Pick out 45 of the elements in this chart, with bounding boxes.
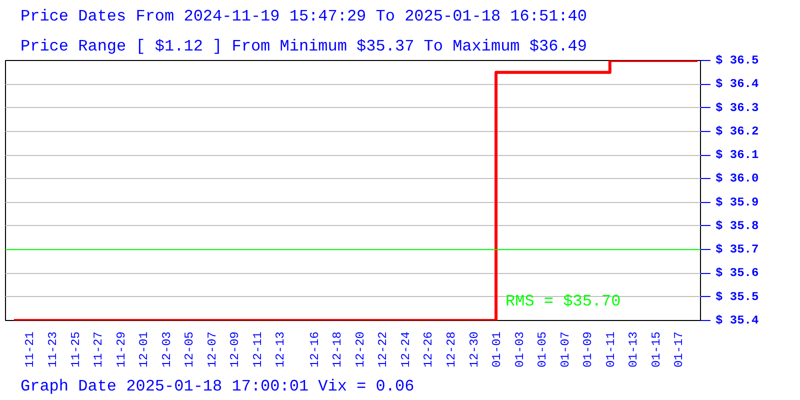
y-tick-label: $ 35.6	[716, 266, 759, 280]
y-tick-label: $ 36.5	[716, 54, 759, 68]
x-tick-label: 12-03	[160, 331, 174, 368]
x-tick-label: 11-23	[46, 331, 60, 368]
y-tick-label: $ 36.3	[716, 100, 759, 115]
x-tick-label: 12-22	[376, 331, 390, 368]
x-tick-label: 12-26	[422, 331, 436, 368]
y-tick-label: $ 35.9	[716, 195, 759, 210]
y-tick-label: $ 35.8	[716, 218, 759, 233]
x-tick-label: 12-18	[330, 331, 345, 368]
x-tick-label: 12-09	[228, 331, 242, 368]
x-tick-label: 01-11	[604, 331, 618, 368]
x-tick-label: 01-05	[536, 331, 550, 368]
x-tick-label: 11-21	[23, 331, 38, 368]
y-tick-label: $ 35.5	[716, 290, 759, 304]
text: Graph Date 2025-01-18 17:00:01 Vix = 0.06	[20, 378, 414, 396]
x-tick-label: 01-07	[558, 331, 572, 368]
x-tick-label: 12-30	[467, 331, 482, 368]
x-tick-label: 01-03	[512, 331, 527, 368]
y-tick-label: $ 36.1	[716, 148, 759, 162]
x-tick-label: 12-28	[444, 331, 458, 368]
x-tick-label: 12-16	[308, 331, 322, 368]
chart-subtitle: Price Range [ $1.12 ] From Minimum $35.37 To Maximum $36.49	[20, 38, 587, 56]
x-tick-label: 12-13	[274, 331, 288, 368]
x-tick-label: 12-07	[205, 331, 220, 368]
x-tick-label: 11-27	[92, 331, 106, 368]
x-tick-label: 01-13	[626, 331, 641, 368]
y-tick-label: $ 35.7	[716, 242, 759, 257]
x-tick-label: 12-24	[398, 331, 413, 368]
ref-line-label: RMS = $35.70	[506, 292, 621, 310]
y-tick-label: $ 36.0	[716, 172, 759, 186]
x-tick-label: 12-20	[353, 331, 368, 368]
x-tick-label: 11-25	[68, 331, 83, 368]
x-tick-label: 01-01	[490, 331, 504, 368]
x-tick-label: 12-11	[250, 331, 265, 368]
chart-title: Price Dates From 2024-11-19 15:47:29 To 2025-01-18 16:51:40	[20, 8, 587, 26]
y-tick-label: $ 36.2	[716, 124, 759, 138]
x-tick-label: 01-09	[581, 331, 596, 368]
x-tick-label: 11-29	[114, 331, 128, 368]
x-tick-label: 01-15	[649, 331, 664, 368]
x-tick-label: 12-05	[182, 331, 197, 368]
y-tick-label: $ 35.4	[716, 314, 759, 328]
y-tick-label: $ 36.4	[716, 77, 759, 92]
x-tick-label: 01-17	[672, 331, 686, 368]
x-tick-label: 12-01	[137, 331, 152, 368]
